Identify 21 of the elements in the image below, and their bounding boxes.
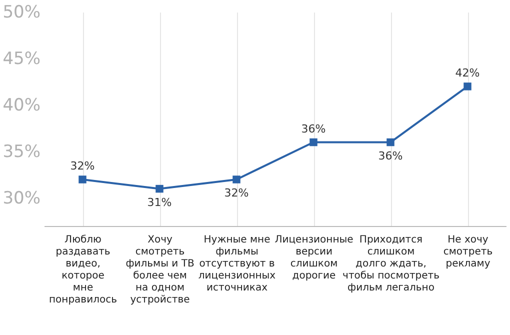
x-tick-label: Нужные мне фильмы отсутствуют в лицензионных источниках — [198, 234, 276, 294]
data-label: 36% — [378, 149, 403, 162]
point — [232, 176, 240, 184]
point — [310, 138, 318, 146]
x-tick-label: Люблю раздавать видео, которое мне понравилось — [49, 234, 118, 306]
y-tick-label: 30% — [2, 188, 40, 209]
point — [386, 138, 394, 146]
x-tick-label: Хочу смотреть фильмы и ТВ более чем на одном устройстве — [126, 234, 194, 306]
data-label: 32% — [70, 159, 95, 172]
point — [78, 176, 86, 184]
point — [156, 184, 164, 193]
data-label: 36% — [301, 122, 326, 136]
point — [464, 82, 472, 90]
y-tick-label: 35% — [2, 142, 40, 162]
y-tick-label: 50% — [2, 2, 40, 22]
y-tick-label: 45% — [2, 49, 40, 70]
y-tick-label: 40% — [2, 96, 40, 116]
data-label: 32% — [224, 186, 249, 200]
x-tick-label: Не хочу смотреть рекламу — [443, 234, 493, 270]
data-label: 31% — [147, 196, 172, 209]
data-label: 42% — [455, 66, 480, 80]
